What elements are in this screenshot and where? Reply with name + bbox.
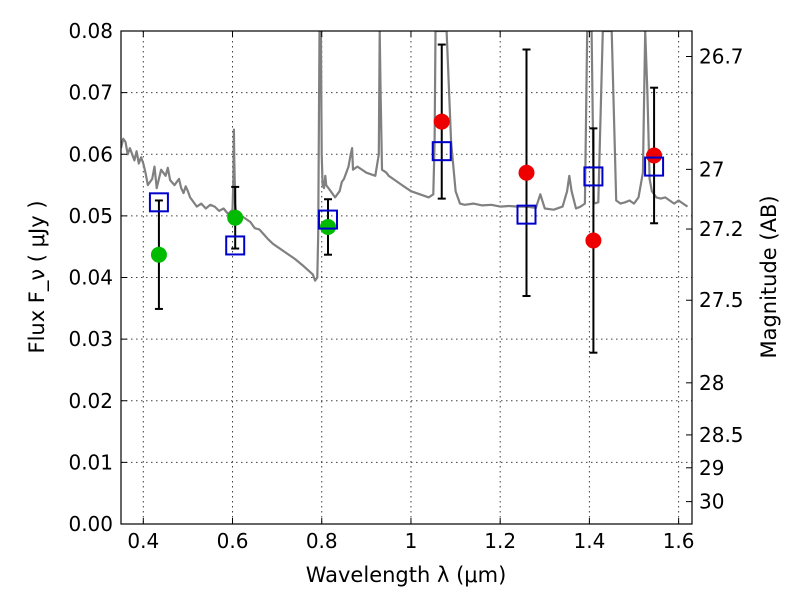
model-square	[583, 166, 604, 187]
model-square	[148, 192, 169, 213]
model-square	[431, 141, 452, 162]
right-tick-label: 26.7	[699, 44, 744, 68]
right-tick-label: 27.2	[699, 217, 744, 241]
x-tick-label: 1.2	[484, 529, 516, 553]
y-axis-label: Flux F_ν ( μJy )	[25, 200, 50, 353]
data-point	[319, 218, 336, 235]
data-point	[150, 246, 167, 263]
right-tick-label: 28.5	[699, 423, 744, 447]
data-point	[227, 209, 244, 226]
y-tick-label: 0.02	[68, 389, 113, 413]
y-axis: 0.00 0.01 0.02 0.03 0.04 0.05 0.06 0.07 0.08	[68, 19, 127, 536]
right-tick-label: 28	[699, 371, 724, 395]
model-square	[516, 204, 537, 225]
right-tick-label: 30	[699, 490, 724, 514]
data-point	[646, 147, 663, 164]
right-axis: 26.7 27 27.2 27.5 28 28.5 29 30	[686, 44, 744, 514]
x-tick-label: 1.6	[663, 529, 695, 553]
y-tick-label: 0.01	[68, 450, 113, 474]
model-square	[644, 156, 665, 177]
y-tick-label: 0.00	[68, 512, 113, 536]
x-axis-label: Wavelength λ (μm)	[306, 563, 507, 587]
y-tick-label: 0.03	[68, 327, 113, 351]
model-square	[225, 235, 246, 256]
x-tick-label: 0.4	[127, 529, 159, 553]
data-point	[518, 164, 535, 181]
spectrum-line	[121, 31, 689, 282]
data-marks	[148, 43, 665, 354]
x-tick-label: 1	[405, 529, 418, 553]
y-tick-label: 0.07	[68, 81, 113, 105]
model-square	[317, 209, 338, 230]
y-tick-label: 0.04	[68, 266, 113, 290]
y-tick-label: 0.08	[68, 19, 113, 43]
x-tick-label: 0.6	[217, 529, 249, 553]
right-tick-label: 29	[699, 456, 724, 480]
right-tick-label: 27	[699, 157, 724, 181]
right-tick-label: 27.5	[699, 288, 744, 312]
right-axis-label: Magnitude (AB)	[757, 195, 781, 358]
x-axis: 0.4 0.6 0.8 1 1.2 1.4 1.6	[127, 31, 695, 553]
data-point	[585, 232, 602, 249]
y-tick-label: 0.06	[68, 142, 113, 166]
y-tick-label: 0.05	[68, 204, 113, 228]
data-point	[433, 113, 450, 130]
x-tick-label: 0.8	[306, 529, 338, 553]
x-tick-label: 1.4	[573, 529, 605, 553]
